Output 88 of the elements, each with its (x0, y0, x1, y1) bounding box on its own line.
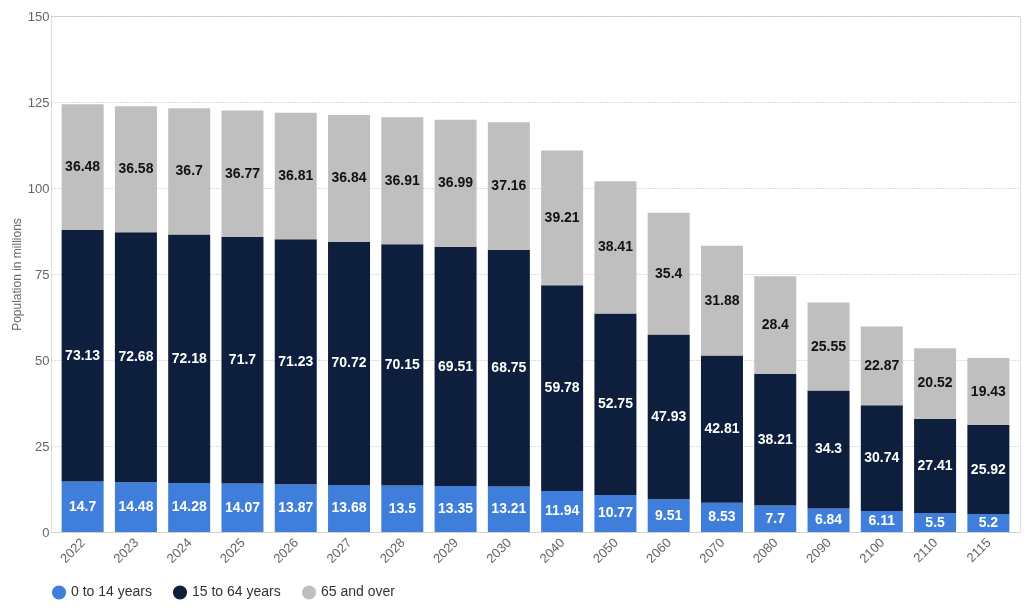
y-tick-label: 0 (42, 524, 50, 540)
bar (61, 229, 104, 482)
data-label: 34.3 (814, 440, 843, 457)
y-axis-title: Population in millions (9, 218, 24, 331)
data-label: 5.2 (978, 514, 999, 531)
bar (914, 418, 957, 514)
y-tick-label: 150 (27, 8, 50, 24)
bar (860, 405, 903, 511)
data-label: 13.35 (438, 500, 474, 517)
y-tick-label: 100 (27, 180, 50, 196)
data-label: 6.11 (868, 512, 896, 529)
bar (114, 482, 157, 532)
data-label: 14.48 (118, 498, 154, 515)
bar (61, 481, 104, 532)
data-label: 13.5 (388, 499, 417, 516)
data-label: 47.93 (651, 407, 687, 424)
data-label: 71.23 (278, 352, 314, 369)
legend-label: 0 to 14 years (71, 583, 152, 600)
bar (541, 285, 584, 491)
data-label: 36.48 (65, 158, 101, 175)
data-label: 22.87 (864, 356, 900, 373)
data-label: 14.07 (224, 498, 261, 515)
data-label: 14.28 (171, 498, 207, 515)
bar (328, 241, 371, 485)
data-label: 14.7 (69, 497, 97, 514)
data-label: 35.4 (655, 264, 683, 281)
data-label: 9.51 (655, 506, 683, 523)
data-label: 38.41 (597, 238, 634, 255)
data-label: 42.81 (704, 420, 740, 437)
bar (487, 250, 530, 487)
data-label: 36.81 (278, 166, 314, 183)
bar (221, 236, 264, 484)
bar (381, 244, 424, 486)
bar (381, 485, 424, 532)
y-tick-label: 25 (35, 438, 50, 454)
bar (700, 355, 743, 503)
data-label: 59.78 (544, 379, 580, 396)
data-label: 10.77 (597, 504, 634, 521)
data-label: 71.7 (228, 351, 257, 368)
data-label: 6.84 (814, 511, 843, 528)
data-label: 19.43 (970, 382, 1007, 399)
data-label: 31.88 (704, 291, 740, 308)
data-label: 28.4 (761, 316, 790, 333)
legend-label: 15 to 64 years (192, 583, 281, 600)
data-label: 36.84 (331, 169, 367, 186)
bar (434, 246, 477, 487)
data-label: 70.72 (331, 354, 367, 371)
bar (168, 234, 211, 483)
data-label: 69.51 (438, 357, 474, 374)
data-label: 7.7 (765, 509, 786, 526)
y-tick-label: 75 (35, 266, 50, 282)
data-label: 30.74 (864, 449, 900, 466)
data-label: 25.92 (970, 460, 1007, 477)
bar (274, 484, 317, 532)
data-label: 11.94 (545, 502, 580, 519)
data-label: 27.41 (917, 456, 953, 473)
y-tick-label: 50 (35, 352, 50, 368)
data-label: 37.16 (491, 177, 527, 194)
bar (807, 390, 850, 509)
data-label: 13.21 (491, 500, 527, 517)
data-label: 70.15 (384, 355, 421, 372)
bar (594, 313, 637, 495)
bar (754, 505, 797, 532)
bar (967, 424, 1010, 515)
data-label: 72.18 (171, 349, 207, 366)
data-label: 13.68 (331, 499, 367, 516)
y-tick-label: 125 (27, 94, 50, 110)
data-label: 36.7 (175, 162, 204, 179)
data-label: 72.68 (118, 348, 154, 365)
data-label: 36.99 (438, 174, 474, 191)
data-label: 5.5 (925, 513, 946, 530)
legend-label: 65 and over (321, 583, 396, 600)
data-label: 36.77 (224, 164, 261, 181)
data-label: 36.91 (384, 171, 421, 188)
bar (114, 232, 157, 483)
bar (754, 374, 797, 506)
data-label: 8.53 (708, 508, 736, 525)
data-label: 68.75 (491, 359, 527, 376)
bar (274, 239, 317, 485)
data-label: 20.52 (917, 374, 953, 391)
data-label: 52.75 (597, 395, 634, 412)
bar (647, 334, 690, 500)
data-label: 73.13 (65, 346, 101, 363)
data-label: 25.55 (811, 337, 847, 354)
data-label: 38.21 (757, 430, 793, 447)
data-label: 39.21 (544, 208, 580, 225)
data-label: 36.58 (118, 160, 154, 177)
data-label: 13.87 (278, 499, 314, 516)
